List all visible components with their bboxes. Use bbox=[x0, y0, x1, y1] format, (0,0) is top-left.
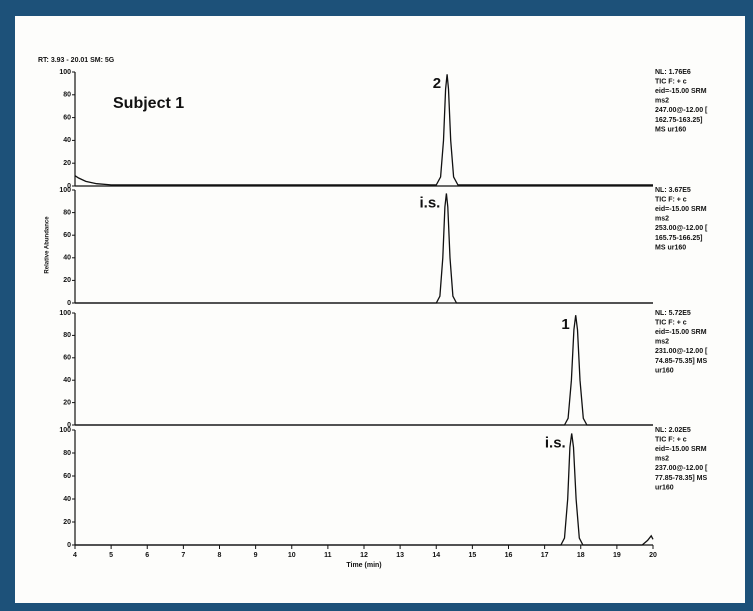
x-tick-label: 9 bbox=[254, 552, 258, 559]
peak-label: i.s. bbox=[545, 434, 566, 451]
panel-info: ms2 bbox=[655, 339, 669, 346]
y-tick-label: 20 bbox=[63, 519, 71, 526]
panel-info: eid=-15.00 SRM bbox=[655, 88, 707, 95]
panel-info: ur160 bbox=[655, 367, 674, 374]
panel-info: 162.75-163.25] bbox=[655, 117, 702, 124]
y-tick-label: 80 bbox=[63, 332, 71, 339]
x-tick-label: 15 bbox=[468, 552, 476, 559]
panel-info: NL: 3.67E5 bbox=[655, 187, 691, 194]
panel-info: TIC F: + c bbox=[655, 319, 687, 326]
y-tick-label: 0 bbox=[67, 300, 71, 307]
y-tick-label: 60 bbox=[63, 232, 71, 239]
panel-info: TIC F: + c bbox=[655, 436, 687, 443]
y-tick-label: 80 bbox=[63, 450, 71, 457]
y-tick-label: 100 bbox=[59, 69, 71, 76]
panel-info: ms2 bbox=[655, 216, 669, 223]
panel-info: NL: 5.72E5 bbox=[655, 310, 691, 317]
y-tick-label: 20 bbox=[63, 399, 71, 406]
y-tick-label: 0 bbox=[67, 422, 71, 429]
y-tick-label: 40 bbox=[63, 377, 71, 384]
panel-info: NL: 1.76E6 bbox=[655, 69, 691, 76]
y-tick-label: 100 bbox=[59, 187, 71, 194]
panel-info: 253.00@-12.00 [ bbox=[655, 225, 708, 232]
y-tick-label: 40 bbox=[63, 255, 71, 262]
panel-info: eid=-15.00 SRM bbox=[655, 206, 707, 213]
peak-label: i.s. bbox=[420, 194, 441, 211]
trace bbox=[74, 74, 653, 186]
y-tick-label: 20 bbox=[63, 160, 71, 167]
panel-info: ms2 bbox=[655, 456, 669, 463]
panel-info: 231.00@-12.00 [ bbox=[655, 348, 708, 355]
y-tick-label: 60 bbox=[63, 473, 71, 480]
panel-info: TIC F: + c bbox=[655, 196, 687, 203]
panel-info: 74.85-75.35] MS bbox=[655, 358, 707, 365]
panel-info: MS ur160 bbox=[655, 244, 686, 251]
y-tick-label: 80 bbox=[63, 209, 71, 216]
peak-label: 2 bbox=[433, 75, 441, 92]
panel-info: 77.85-78.35] MS bbox=[655, 475, 707, 482]
y-tick-label: 100 bbox=[59, 310, 71, 317]
peak-label: 1 bbox=[561, 316, 569, 333]
x-tick-label: 12 bbox=[360, 552, 368, 559]
header: RT: 3.93 - 20.01 SM: 5G bbox=[38, 57, 115, 64]
x-tick-label: 19 bbox=[613, 552, 621, 559]
x-axis-label: Time (min) bbox=[346, 562, 381, 569]
x-tick-label: 20 bbox=[649, 552, 657, 559]
panel-info: eid=-15.00 SRM bbox=[655, 329, 707, 336]
y-tick-label: 0 bbox=[67, 542, 71, 549]
x-tick-label: 18 bbox=[577, 552, 585, 559]
trace bbox=[75, 315, 653, 426]
x-tick-label: 7 bbox=[181, 552, 185, 559]
y-tick-label: 20 bbox=[63, 277, 71, 284]
x-tick-label: 8 bbox=[218, 552, 222, 559]
x-tick-label: 4 bbox=[73, 552, 77, 559]
x-tick-label: 16 bbox=[505, 552, 513, 559]
figure-background bbox=[15, 16, 745, 603]
panel-info: ur160 bbox=[655, 484, 674, 491]
x-tick-label: 13 bbox=[396, 552, 404, 559]
panel-info: NL: 2.02E5 bbox=[655, 427, 691, 434]
panel-info: 247.00@-12.00 [ bbox=[655, 107, 708, 114]
x-tick-label: 14 bbox=[432, 552, 440, 559]
y-tick-label: 0 bbox=[67, 183, 71, 190]
x-tick-label: 11 bbox=[324, 552, 332, 559]
y-tick-label: 60 bbox=[63, 114, 71, 121]
panel-info: eid=-15.00 SRM bbox=[655, 446, 707, 453]
trace bbox=[75, 193, 653, 304]
panel-info: 237.00@-12.00 [ bbox=[655, 465, 708, 472]
x-tick-label: 10 bbox=[288, 552, 296, 559]
y-tick-label: 100 bbox=[59, 427, 71, 434]
y-tick-label: 80 bbox=[63, 92, 71, 99]
panel-info: 165.75-166.25] bbox=[655, 235, 702, 242]
y-tick-label: 40 bbox=[63, 496, 71, 503]
panel-title: Subject 1 bbox=[113, 95, 184, 112]
panel-info: MS ur160 bbox=[655, 126, 686, 133]
y-axis-label: Relative Abundance bbox=[45, 216, 51, 274]
y-tick-label: 40 bbox=[63, 137, 71, 144]
y-tick-label: 60 bbox=[63, 355, 71, 362]
x-tick-label: 6 bbox=[145, 552, 149, 559]
x-tick-label: 17 bbox=[541, 552, 549, 559]
trace bbox=[75, 433, 654, 546]
panel-info: ms2 bbox=[655, 98, 669, 105]
panel-info: TIC F: + c bbox=[655, 78, 687, 85]
x-tick-label: 5 bbox=[109, 552, 113, 559]
